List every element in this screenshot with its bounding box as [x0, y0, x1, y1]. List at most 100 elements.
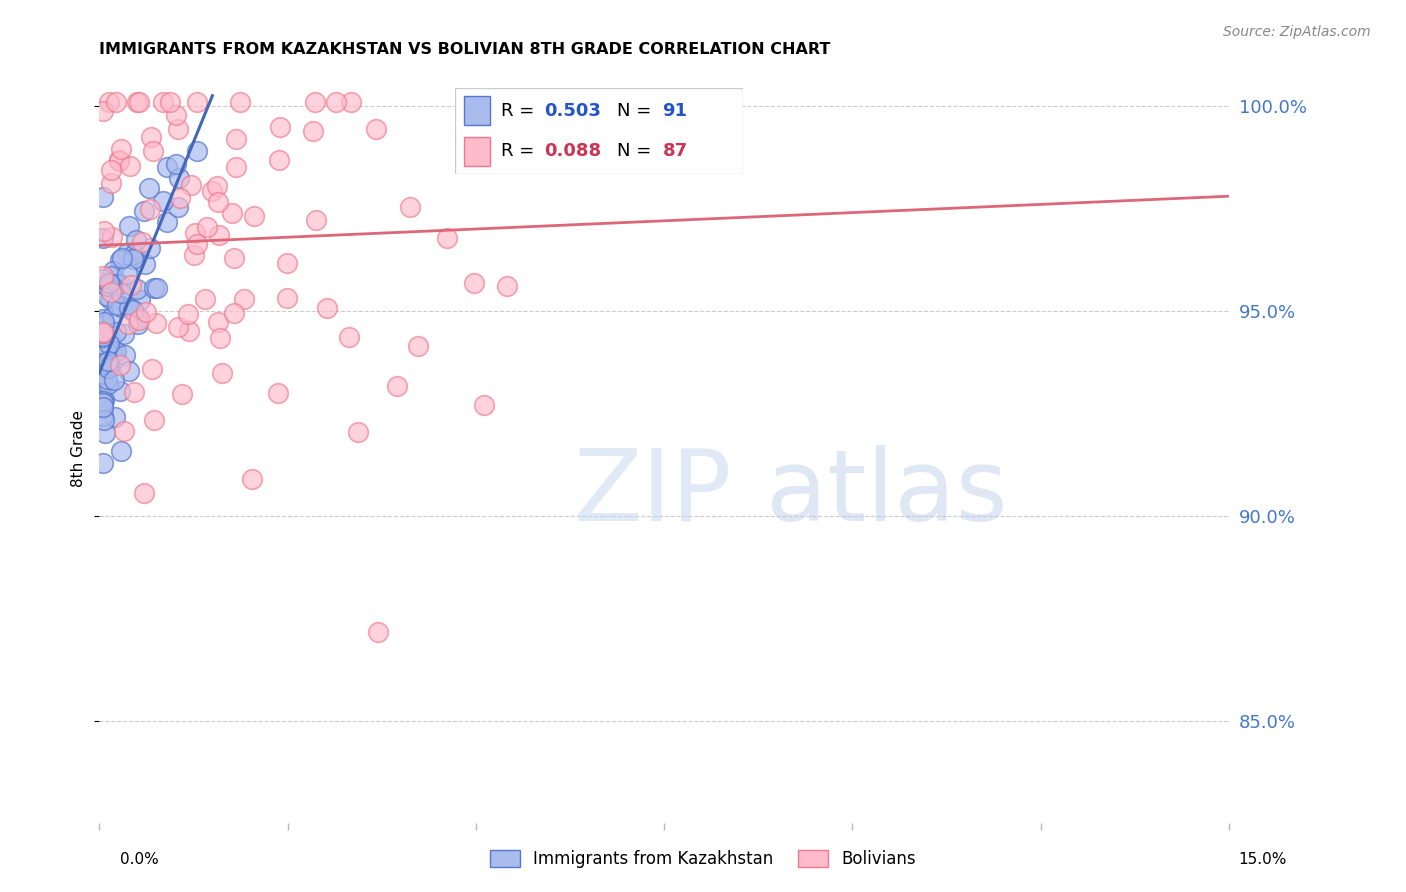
Point [91, 272, 114, 286]
Point [145, 316, 167, 330]
Point [91, 104, 114, 119]
Point [112, 326, 135, 341]
Point [118, 301, 141, 315]
Point [97, 334, 120, 349]
Point [406, 338, 429, 352]
Point [177, 307, 200, 321]
Point [97, 360, 120, 375]
Point [225, 160, 247, 174]
Point [105, 298, 128, 312]
Point [152, 194, 174, 208]
Point [224, 251, 246, 265]
Point [97, 377, 120, 392]
Point [609, 134, 631, 148]
Point [105, 345, 128, 359]
Point [463, 277, 485, 291]
Point [169, 191, 191, 205]
Point [134, 257, 156, 271]
Point [118, 219, 141, 233]
Point [385, 379, 408, 393]
Point [142, 144, 165, 158]
Point [304, 95, 326, 109]
Point [101, 310, 124, 324]
Point [276, 256, 298, 270]
Point [91, 394, 114, 409]
Point [276, 291, 298, 305]
Point [118, 159, 141, 173]
Point [184, 226, 207, 240]
Point [91, 409, 114, 423]
Point [122, 247, 145, 261]
Point [96, 278, 118, 293]
Point [91, 341, 114, 355]
Point [91, 326, 114, 341]
Point [91, 329, 114, 343]
Point [240, 472, 263, 486]
Point [122, 384, 145, 399]
Point [91, 326, 114, 340]
Point [207, 195, 229, 210]
Point [170, 387, 193, 401]
Point [104, 409, 127, 424]
Point [128, 293, 150, 307]
Point [112, 424, 135, 438]
Point [207, 315, 229, 329]
Point [97, 276, 120, 290]
Point [121, 302, 143, 317]
Point [108, 153, 131, 168]
Point [118, 364, 141, 378]
Text: IMMIGRANTS FROM KAZAKHSTAN VS BOLIVIAN 8TH GRADE CORRELATION CHART: IMMIGRANTS FROM KAZAKHSTAN VS BOLIVIAN 8… [100, 42, 831, 57]
Point [325, 95, 347, 109]
Point [167, 170, 190, 185]
Point [91, 269, 114, 284]
Text: 15.0%: 15.0% [1239, 852, 1286, 867]
Point [96, 343, 118, 358]
Point [97, 356, 120, 370]
Point [100, 176, 122, 190]
Point [108, 384, 131, 399]
Point [128, 311, 150, 326]
Point [117, 246, 139, 260]
Point [117, 318, 139, 332]
Point [91, 326, 114, 340]
Point [91, 190, 114, 204]
Point [98, 337, 121, 351]
Point [267, 153, 290, 168]
Point [93, 366, 115, 380]
Point [128, 313, 150, 327]
Point [186, 95, 208, 109]
Point [201, 184, 224, 198]
Point [347, 425, 370, 440]
Point [91, 311, 114, 326]
Point [93, 393, 115, 408]
Point [91, 356, 114, 370]
Point [105, 277, 128, 291]
Point [436, 230, 458, 244]
Point [91, 400, 114, 414]
Point [98, 292, 121, 306]
Point [399, 200, 422, 214]
Point [472, 398, 495, 412]
Y-axis label: 8th Grade: 8th Grade [72, 409, 86, 487]
Point [132, 485, 155, 500]
Point [93, 338, 115, 352]
Point [128, 95, 150, 109]
Point [139, 241, 162, 255]
Point [211, 366, 233, 380]
Point [267, 385, 290, 400]
Point [121, 252, 143, 266]
Point [229, 95, 252, 109]
Point [91, 395, 114, 409]
Point [195, 219, 218, 234]
Point [134, 204, 156, 219]
Legend: Immigrants from Kazakhstan, Bolivians: Immigrants from Kazakhstan, Bolivians [484, 843, 922, 875]
Point [91, 357, 114, 371]
Point [156, 160, 179, 174]
Point [179, 324, 201, 338]
Point [159, 95, 181, 109]
Point [105, 325, 128, 339]
Point [165, 156, 187, 170]
Point [186, 236, 208, 251]
Point [221, 206, 243, 220]
Point [141, 129, 163, 144]
